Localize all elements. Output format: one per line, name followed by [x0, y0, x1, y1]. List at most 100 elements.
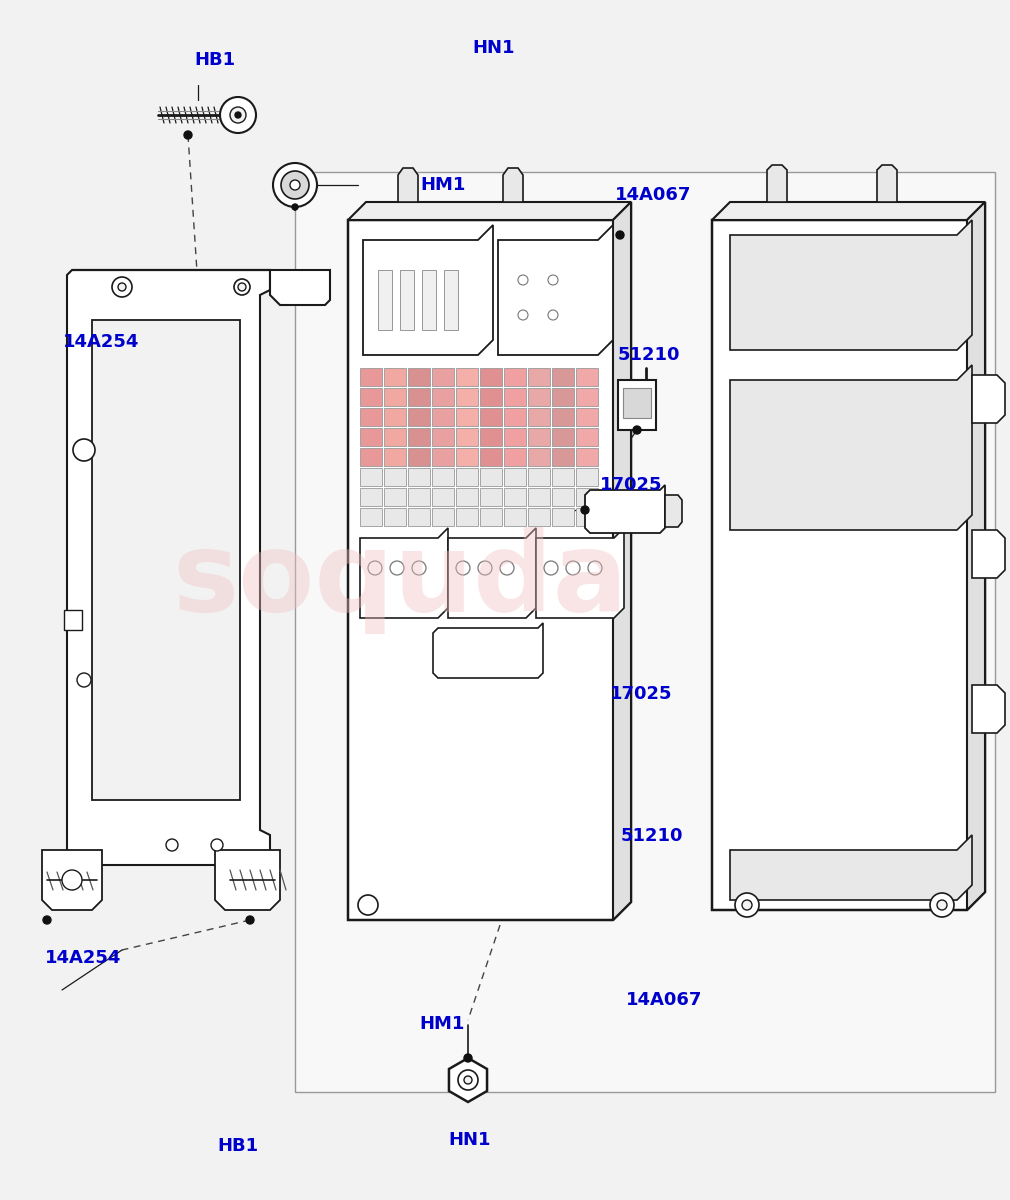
Circle shape: [478, 560, 492, 575]
Polygon shape: [398, 168, 418, 202]
Polygon shape: [618, 380, 656, 430]
Bar: [408, 388, 430, 406]
Circle shape: [588, 560, 602, 575]
Bar: [432, 408, 454, 426]
Circle shape: [62, 870, 82, 890]
Bar: [432, 368, 454, 386]
Bar: [456, 368, 478, 386]
Polygon shape: [972, 530, 1005, 578]
Text: HM1: HM1: [419, 1015, 465, 1032]
Circle shape: [390, 560, 404, 575]
Circle shape: [456, 560, 470, 575]
Text: HM1: HM1: [420, 176, 466, 194]
Bar: [408, 488, 430, 506]
Polygon shape: [363, 226, 493, 355]
Bar: [360, 488, 382, 506]
Bar: [384, 368, 406, 386]
Circle shape: [112, 277, 132, 296]
Bar: [504, 508, 526, 526]
Bar: [456, 468, 478, 486]
Polygon shape: [712, 202, 985, 220]
Bar: [528, 408, 550, 426]
Circle shape: [548, 310, 558, 320]
Circle shape: [238, 283, 246, 290]
Circle shape: [166, 839, 178, 851]
Circle shape: [548, 275, 558, 284]
Polygon shape: [972, 685, 1005, 733]
Bar: [360, 428, 382, 446]
Circle shape: [77, 673, 91, 686]
Bar: [623, 388, 651, 418]
Polygon shape: [730, 365, 972, 530]
Bar: [576, 488, 598, 506]
Text: 51210: 51210: [620, 828, 683, 845]
Bar: [64, 610, 82, 630]
Circle shape: [518, 310, 528, 320]
Bar: [384, 508, 406, 526]
Bar: [384, 388, 406, 406]
Bar: [528, 488, 550, 506]
Polygon shape: [536, 528, 624, 618]
Bar: [408, 368, 430, 386]
Bar: [400, 270, 414, 330]
Bar: [444, 270, 458, 330]
Circle shape: [742, 900, 752, 910]
Bar: [528, 428, 550, 446]
Bar: [576, 468, 598, 486]
Text: 14A254: 14A254: [63, 332, 139, 350]
Bar: [552, 408, 574, 426]
Bar: [432, 428, 454, 446]
Bar: [422, 270, 436, 330]
Polygon shape: [360, 528, 448, 618]
Bar: [552, 468, 574, 486]
Bar: [384, 488, 406, 506]
Circle shape: [211, 839, 223, 851]
Polygon shape: [967, 202, 985, 910]
Bar: [528, 468, 550, 486]
Bar: [552, 448, 574, 466]
Bar: [528, 448, 550, 466]
Circle shape: [230, 107, 246, 122]
Bar: [480, 488, 502, 506]
Bar: [552, 368, 574, 386]
Text: 17025: 17025: [610, 684, 673, 702]
Circle shape: [633, 426, 641, 434]
Polygon shape: [585, 485, 665, 533]
Circle shape: [118, 283, 126, 290]
Text: 17025: 17025: [600, 476, 663, 494]
Circle shape: [235, 112, 241, 118]
Text: 51210: 51210: [618, 346, 681, 364]
Bar: [552, 508, 574, 526]
Bar: [480, 408, 502, 426]
Bar: [504, 368, 526, 386]
Polygon shape: [92, 320, 240, 800]
Polygon shape: [712, 202, 985, 910]
Circle shape: [234, 278, 250, 295]
Bar: [456, 388, 478, 406]
Bar: [432, 508, 454, 526]
Text: soquda: soquda: [172, 527, 628, 634]
Text: HN1: HN1: [448, 1130, 491, 1150]
Circle shape: [273, 163, 317, 206]
Polygon shape: [433, 623, 543, 678]
Bar: [456, 448, 478, 466]
Bar: [576, 508, 598, 526]
Bar: [360, 448, 382, 466]
Bar: [360, 388, 382, 406]
Text: 14A254: 14A254: [45, 949, 121, 967]
Bar: [528, 368, 550, 386]
Bar: [384, 408, 406, 426]
Bar: [480, 508, 502, 526]
Circle shape: [358, 895, 378, 914]
Polygon shape: [448, 528, 536, 618]
Polygon shape: [767, 164, 787, 202]
Circle shape: [458, 1070, 478, 1090]
Bar: [456, 508, 478, 526]
Circle shape: [292, 204, 298, 210]
Bar: [408, 428, 430, 446]
Bar: [480, 388, 502, 406]
Bar: [552, 428, 574, 446]
Text: HB1: HB1: [217, 1138, 259, 1154]
Bar: [360, 468, 382, 486]
Bar: [408, 468, 430, 486]
